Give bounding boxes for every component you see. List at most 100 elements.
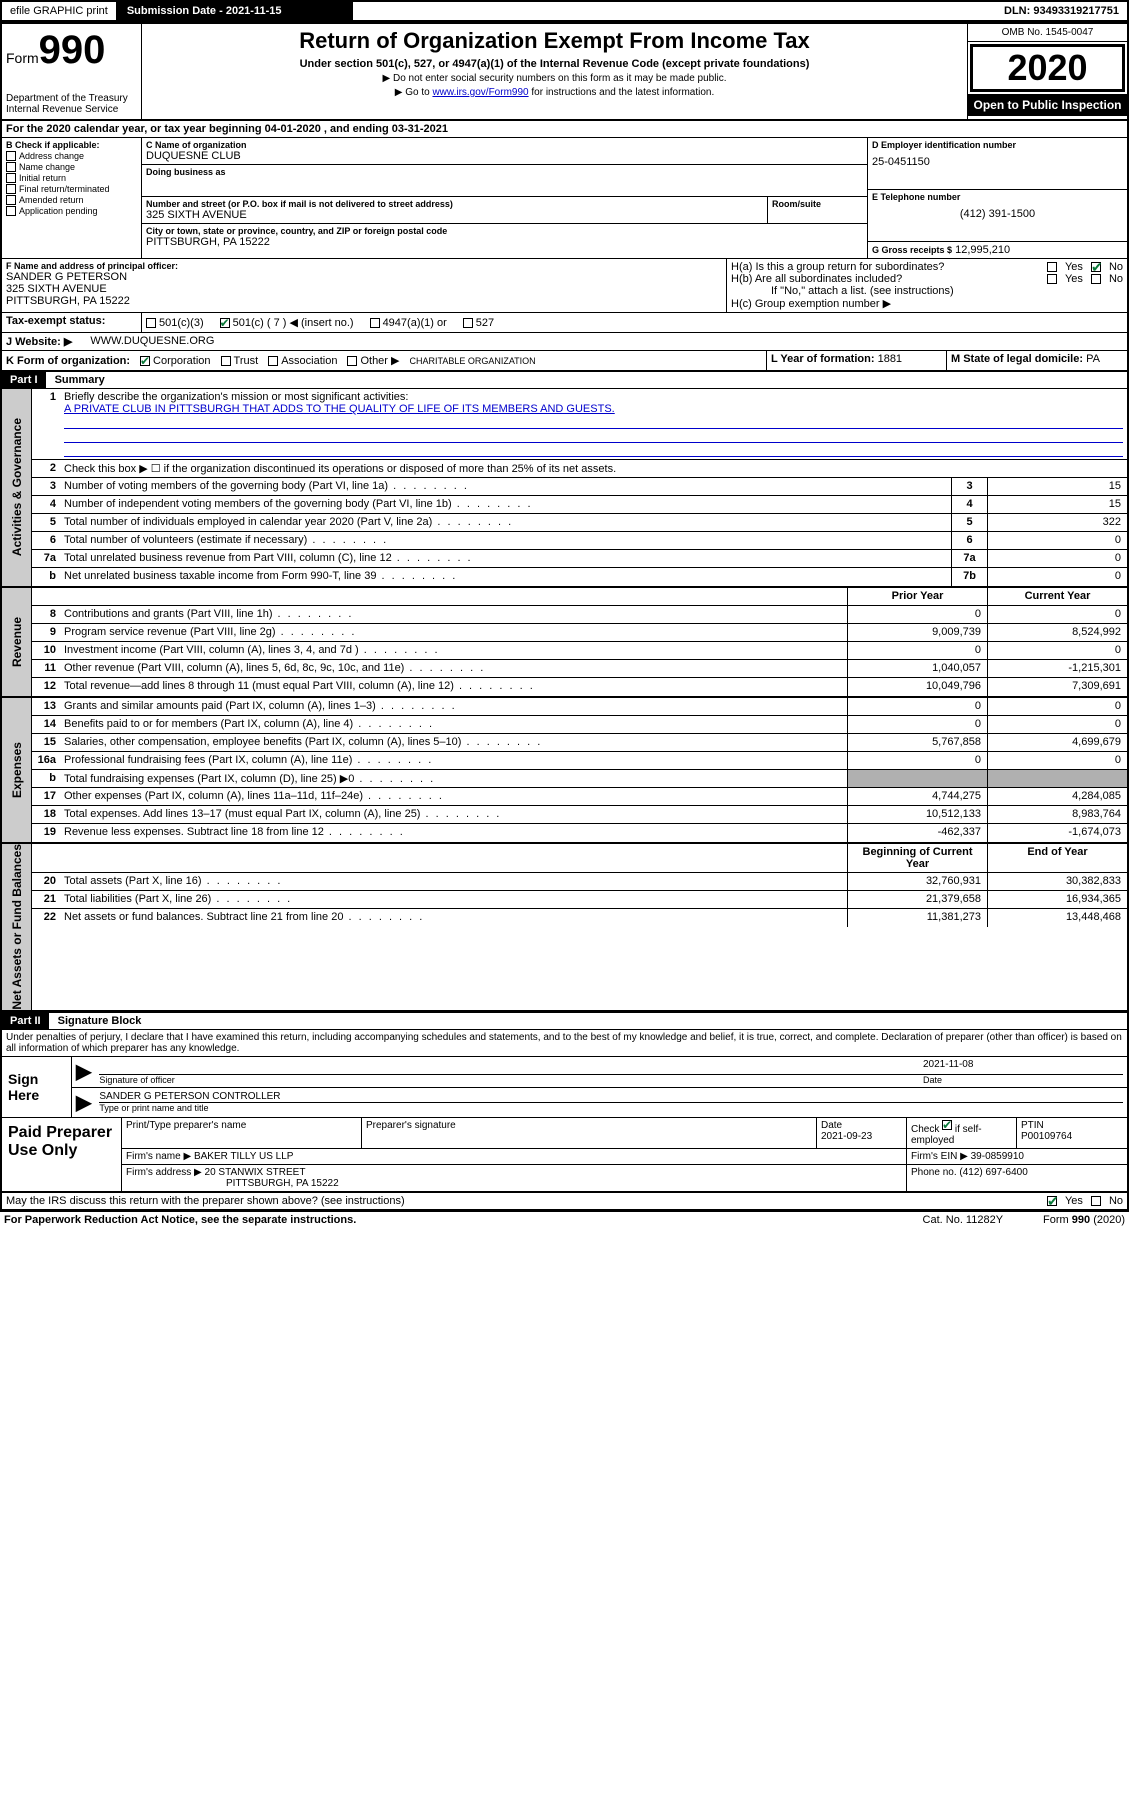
section-g: G Gross receipts $ 12,995,210 [868,242,1127,258]
prep-date-label: Date [821,1120,842,1131]
cb-ha-no[interactable] [1091,262,1101,272]
section-j: J Website: ▶ WWW.DUQUESNE.ORG [2,333,1127,351]
lbl-501c3: 501(c)(3) [159,317,204,329]
state-label: M State of legal domicile: [951,353,1083,365]
footer-left: For Paperwork Reduction Act Notice, see … [4,1214,356,1226]
cb-corp[interactable] [140,356,150,366]
line-row: 20Total assets (Part X, line 16)32,760,9… [32,873,1127,891]
section-c: C Name of organization DUQUESNE CLUB Doi… [142,138,867,258]
website-value: WWW.DUQUESNE.ORG [86,333,218,350]
prep-sig-label: Preparer's signature [362,1118,817,1148]
cb-address-change[interactable] [6,151,16,161]
lbl-name-change: Name change [19,162,75,172]
open-public-badge: Open to Public Inspection [968,94,1127,116]
cb-501c3[interactable] [146,318,156,328]
cb-name-change[interactable] [6,162,16,172]
cb-527[interactable] [463,318,473,328]
officer-city: PITTSBURGH, PA 15222 [6,295,722,307]
efile-label: efile GRAPHIC print [2,2,117,20]
discuss-row: May the IRS discuss this return with the… [2,1193,1127,1210]
line-row: 17Other expenses (Part IX, column (A), l… [32,788,1127,806]
irs-link[interactable]: www.irs.gov/Form990 [432,87,528,98]
section-fh: F Name and address of principal officer:… [2,259,1127,313]
officer-label: F Name and address of principal officer: [6,261,722,271]
part2-title: Signature Block [52,1013,148,1029]
line-row: 3Number of voting members of the governi… [32,478,1127,496]
submission-date-button[interactable]: Submission Date - 2021-11-15 [117,2,293,20]
paid-prep-label: Paid Preparer Use Only [2,1118,122,1191]
officer-name: SANDER G PETERSON [6,271,722,283]
cb-app-pending[interactable] [6,206,16,216]
cb-4947[interactable] [370,318,380,328]
lbl-527: 527 [476,317,494,329]
footer-center: Cat. No. 11282Y [923,1214,1004,1226]
dln-label: DLN: 93493319217751 [996,2,1127,20]
form-number: Form990 [6,28,137,73]
cb-amended[interactable] [6,195,16,205]
prep-name-label: Print/Type preparer's name [122,1118,362,1148]
suite-label: Room/suite [772,199,863,209]
line-row: 10Investment income (Part VIII, column (… [32,642,1127,660]
ptin-value: P00109764 [1021,1131,1072,1142]
cb-hb-no[interactable] [1091,274,1101,284]
part1-header: Part I Summary [2,371,1127,389]
ein-label: D Employer identification number [872,140,1123,150]
firm-ein-label: Firm's EIN ▶ [911,1151,968,1162]
lbl-other: Other ▶ [360,354,399,367]
line-row: 15Salaries, other compensation, employee… [32,734,1127,752]
cb-discuss-yes[interactable] [1047,1196,1057,1206]
lbl-amended: Amended return [19,195,84,205]
cb-final-return[interactable] [6,184,16,194]
phone-label: E Telephone number [872,192,1123,202]
omb-label: OMB No. 1545-0047 [968,24,1127,42]
blank-button[interactable] [293,2,353,20]
city-row: City or town, state or province, country… [142,224,867,250]
section-deg: D Employer identification number 25-0451… [867,138,1127,258]
cb-initial-return[interactable] [6,173,16,183]
governance-section: Activities & Governance 1 Briefly descri… [2,389,1127,588]
self-emp-cell: Check if self-employed [907,1118,1017,1148]
lbl-final-return: Final return/terminated [19,184,110,194]
footer: For Paperwork Reduction Act Notice, see … [0,1212,1129,1228]
tax-status-label: Tax-exempt status: [2,313,142,332]
cb-self-employed[interactable] [942,1120,952,1130]
cb-other[interactable] [347,356,357,366]
cb-hb-yes[interactable] [1047,274,1057,284]
hb-label: H(b) Are all subordinates included? [731,273,1047,285]
gross-label: G Gross receipts $ [872,245,952,255]
state-value: PA [1086,353,1100,365]
header-left: Form990 Department of the Treasury Inter… [2,24,142,119]
street-value: 325 SIXTH AVENUE [146,209,763,221]
net-side-label: Net Assets or Fund Balances [2,844,32,1010]
sign-here-label: Sign Here [2,1057,72,1117]
cb-trust[interactable] [221,356,231,366]
governance-side-label: Activities & Governance [2,389,32,586]
section-bcdeg: B Check if applicable: Address change Na… [2,138,1127,259]
cb-501c[interactable] [220,318,230,328]
arrow-icon: ▶ [76,1059,91,1084]
part2-badge: Part II [2,1013,49,1029]
year-form-label: L Year of formation: [771,353,875,365]
cb-discuss-no[interactable] [1091,1196,1101,1206]
part1-badge: Part I [2,372,46,388]
line-row: 7aTotal unrelated business revenue from … [32,550,1127,568]
firm-addr2: PITTSBURGH, PA 15222 [226,1178,339,1189]
line2-text: Check this box ▶ ☐ if the organization d… [60,460,1127,477]
line-row: 12Total revenue—add lines 8 through 11 (… [32,678,1127,696]
line-row: 22Net assets or fund balances. Subtract … [32,909,1127,927]
form-org-label: K Form of organization: [6,355,130,367]
net-assets-section: Net Assets or Fund Balances Beginning of… [2,844,1127,1012]
street-row: Number and street (or P.O. box if mail i… [142,197,867,224]
sig-date-value: 2021-11-08 [923,1059,1123,1075]
tax-year: 2020 [970,44,1125,92]
lbl-assoc: Association [281,355,337,367]
form-header: Form990 Department of the Treasury Inter… [2,24,1127,121]
firm-phone-value: (412) 697-6400 [959,1167,1027,1178]
form-subtitle: Under section 501(c), 527, or 4947(a)(1)… [150,58,959,70]
cb-ha-yes[interactable] [1047,262,1057,272]
cb-assoc[interactable] [268,356,278,366]
line-row: bNet unrelated business taxable income f… [32,568,1127,586]
prior-year-hdr: Prior Year [847,588,987,605]
section-b: B Check if applicable: Address change Na… [2,138,142,258]
section-e: E Telephone number (412) 391-1500 [868,190,1127,242]
